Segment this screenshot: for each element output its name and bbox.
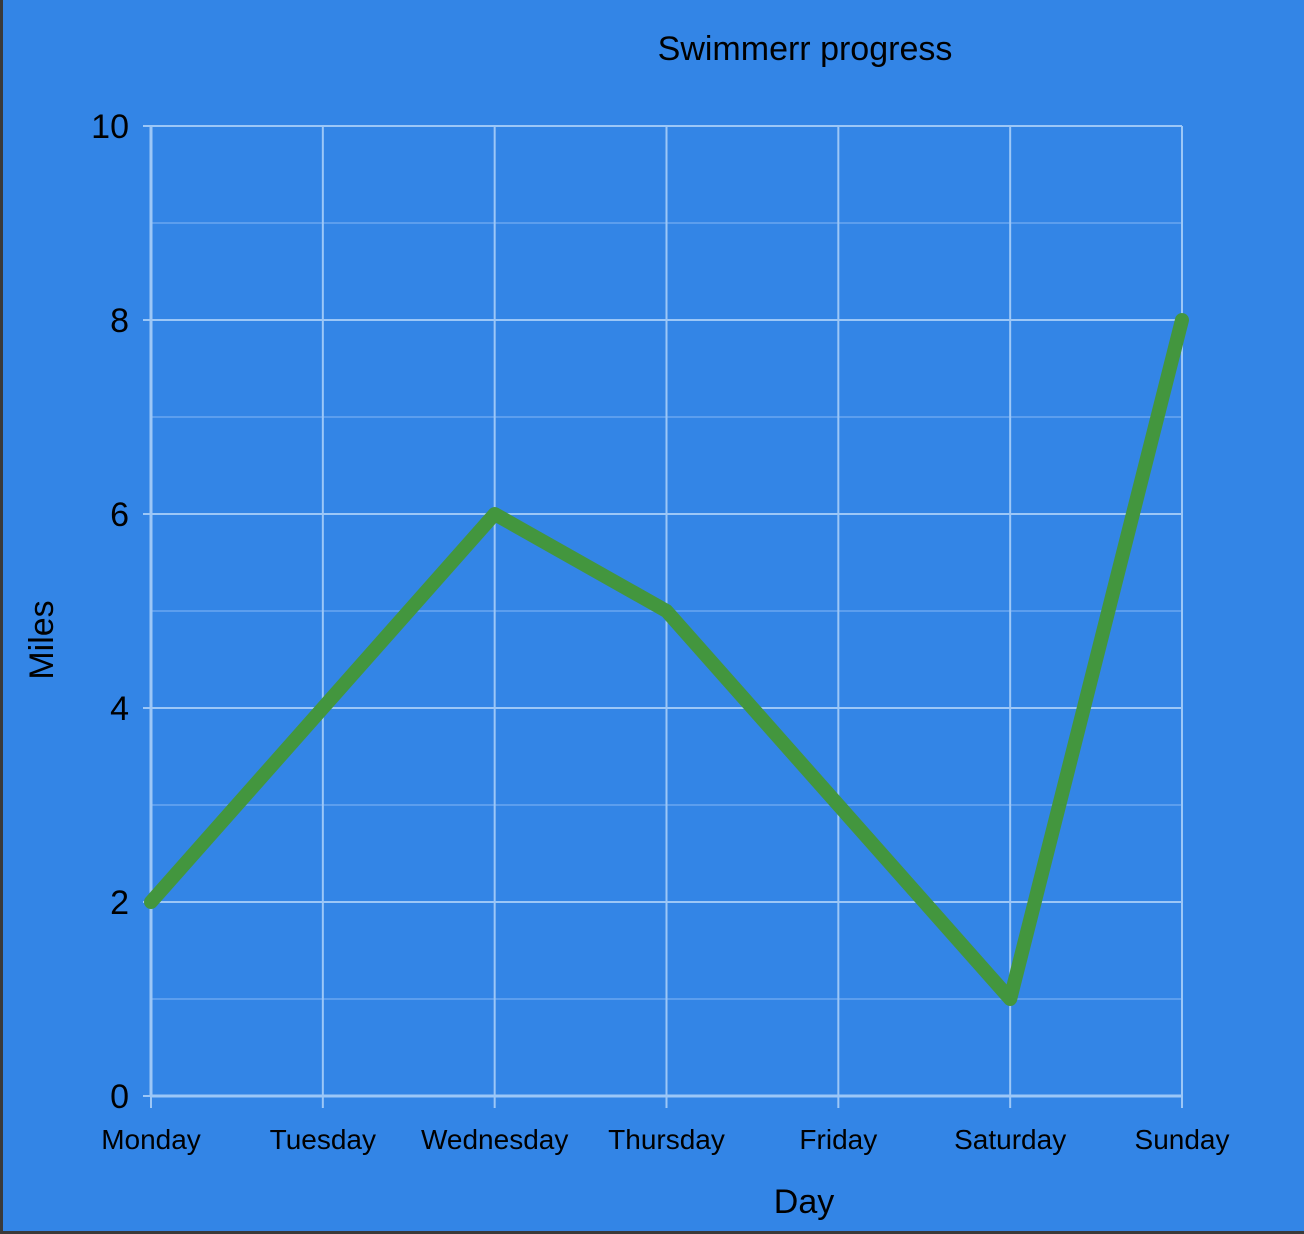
chart-title: Swimmerr progress [658,30,953,68]
x-tick-label: Wednesday [421,1124,568,1155]
axes [143,125,1183,1108]
y-tick-label: 2 [110,884,129,922]
y-tick-label: 4 [110,690,129,728]
tick-labels: 0 2 4 6 8 10 Monday Tuesday Wednesday Thursday Fri… [91,108,1229,1155]
y-axis-title: Miles [23,600,61,679]
major-gridlines [151,125,1183,1096]
x-tick-label: Tuesday [270,1124,376,1155]
chart-background [3,0,1304,1231]
x-tick-label: Monday [101,1124,201,1155]
x-tick-label: Thursday [608,1124,725,1155]
y-tick-label: 6 [110,496,129,534]
x-tick-label: Saturday [954,1124,1066,1155]
series-layer [144,313,1189,1006]
y-tick-label: 0 [110,1078,129,1116]
y-tick-label: 10 [91,108,129,146]
x-tick-label: Sunday [1135,1124,1230,1155]
x-axis-title: Day [774,1183,834,1221]
x-tick-label: Friday [799,1124,877,1155]
series-line [144,313,1189,1006]
y-tick-label: 8 [110,302,129,340]
